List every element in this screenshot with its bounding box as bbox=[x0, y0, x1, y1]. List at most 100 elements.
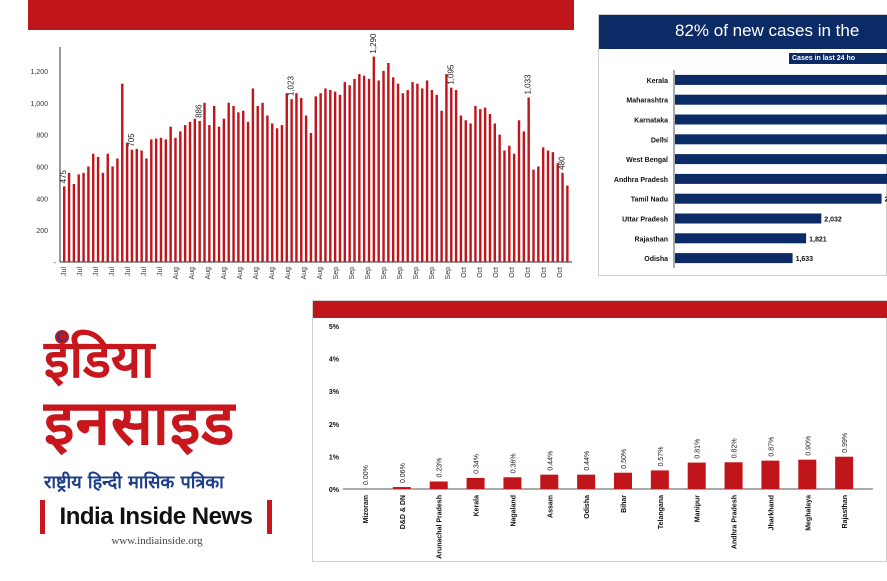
deaths-bar bbox=[222, 118, 226, 262]
deaths-bar bbox=[512, 153, 516, 262]
new-cases-bar bbox=[675, 173, 887, 184]
deaths-bar bbox=[237, 112, 240, 262]
deaths-bar bbox=[309, 133, 313, 262]
deaths-x-tick-label: Sep bbox=[445, 267, 452, 280]
deaths-bar bbox=[63, 186, 66, 262]
deaths-data-label: 1,290 bbox=[369, 33, 378, 54]
new-cases-value-label: 2,869 bbox=[885, 197, 887, 204]
deaths-bar bbox=[174, 137, 177, 262]
new-cases-category-label: Delhi bbox=[651, 137, 668, 144]
deaths-bar bbox=[82, 172, 85, 262]
india-inside-logo: इंडिया इनसाइड राष्ट्रीय हिन्दी मासिक पत्… bbox=[38, 322, 276, 552]
new-cases-category-label: Odisha bbox=[644, 256, 668, 263]
deaths-bar bbox=[353, 78, 356, 262]
deaths-bar bbox=[474, 105, 477, 262]
deaths-chart-panel: - 200 400 600 800 1,000 1,200 475 705 886 1,023 1,2… bbox=[0, 0, 590, 290]
deaths-x-tick-label: Oct bbox=[461, 267, 468, 278]
deaths-bar bbox=[87, 166, 90, 262]
deaths-bar bbox=[483, 107, 487, 263]
logo-brand-name: India Inside News bbox=[59, 503, 253, 530]
deaths-bar bbox=[411, 82, 414, 262]
deaths-bar bbox=[193, 118, 197, 262]
new-cases-category-label: Rajasthan bbox=[635, 236, 668, 243]
deaths-bar bbox=[532, 169, 535, 262]
deaths-bar bbox=[537, 166, 540, 262]
deaths-bar bbox=[372, 56, 376, 262]
deaths-bar bbox=[261, 102, 264, 263]
deaths-bar bbox=[551, 152, 555, 262]
deaths-x-tick-label: Sep bbox=[365, 267, 372, 280]
deaths-bar bbox=[111, 166, 114, 262]
deaths-x-tick-label: Oct bbox=[525, 267, 532, 278]
deaths-bar bbox=[367, 78, 371, 262]
fatality-bar bbox=[724, 462, 743, 489]
fatality-category-label: Odisha bbox=[584, 495, 591, 519]
deaths-bar bbox=[183, 125, 187, 262]
deaths-bar bbox=[280, 125, 284, 262]
new-cases-category-label: Andhra Pradesh bbox=[614, 177, 668, 184]
deaths-x-tick-label: Jul bbox=[157, 267, 164, 276]
deaths-x-tick-label: Aug bbox=[301, 267, 308, 280]
new-cases-value-label: 1,821 bbox=[809, 236, 827, 243]
deaths-x-tick-label: Jul bbox=[93, 267, 100, 276]
fatality-category-label: Mizoram bbox=[363, 495, 370, 523]
deaths-x-tick-label: Aug bbox=[237, 267, 244, 280]
deaths-bar bbox=[242, 110, 245, 262]
deaths-x-tick-label: Oct bbox=[493, 267, 500, 278]
deaths-x-tick-label: Aug bbox=[205, 267, 212, 280]
deaths-bar bbox=[227, 102, 230, 263]
new-cases-legend-label: Cases in last 24 ho bbox=[792, 55, 856, 62]
logo-url: www.indiainside.org bbox=[111, 535, 203, 547]
fatality-bar bbox=[392, 487, 411, 489]
deaths-x-tick-label: Oct bbox=[509, 267, 516, 278]
fatality-category-label: Andhra Pradesh bbox=[732, 495, 739, 549]
fatality-bar bbox=[503, 477, 522, 489]
new-cases-value-label: 1,633 bbox=[796, 256, 814, 263]
deaths-bar bbox=[459, 115, 463, 262]
deaths-bar bbox=[145, 158, 148, 262]
fatality-category-label: Manipur bbox=[695, 495, 702, 522]
fatality-bar bbox=[650, 470, 669, 489]
new-cases-bar-chart: Kerala Maharashtra Karnataka Delhi West Beng… bbox=[614, 70, 887, 268]
fatality-bar bbox=[835, 456, 854, 489]
deaths-bar bbox=[164, 139, 168, 262]
fatality-category-label: Arunachal Pradesh bbox=[437, 495, 444, 559]
deaths-bar bbox=[271, 123, 274, 262]
fatality-value-label: 0.57% bbox=[658, 447, 665, 467]
deaths-x-tick-label: Sep bbox=[349, 267, 356, 280]
fatality-value-label: 0.00% bbox=[363, 465, 370, 485]
deaths-bar bbox=[96, 156, 100, 262]
new-cases-bar bbox=[675, 154, 887, 165]
deaths-bar bbox=[198, 120, 201, 262]
deaths-data-label: 1,023 bbox=[287, 76, 296, 97]
deaths-bar bbox=[275, 128, 279, 262]
deaths-bar bbox=[106, 153, 109, 262]
deaths-bar bbox=[566, 185, 569, 262]
deaths-bar bbox=[169, 126, 172, 263]
deaths-bar bbox=[338, 94, 342, 262]
deaths-bar bbox=[445, 74, 448, 262]
logo-hindi-line2: इनसाइड bbox=[44, 386, 236, 459]
deaths-bar bbox=[469, 123, 472, 262]
deaths-x-tick-label: Aug bbox=[189, 267, 196, 280]
fatality-category-label: Rajasthan bbox=[842, 495, 849, 528]
fatality-bar bbox=[614, 472, 632, 489]
deaths-data-label: 886 bbox=[195, 104, 204, 118]
deaths-bar bbox=[450, 87, 453, 263]
deaths-x-tick-label: Jul bbox=[141, 267, 148, 276]
deaths-bar bbox=[401, 93, 405, 262]
deaths-bar bbox=[479, 109, 482, 262]
fatality-value-label: 0.81% bbox=[695, 439, 702, 459]
deaths-bar bbox=[179, 131, 182, 262]
deaths-bar bbox=[421, 88, 424, 262]
deaths-bar bbox=[377, 80, 380, 262]
new-cases-category-label: Uttar Pradesh bbox=[622, 217, 668, 224]
deaths-y-tick-label: 200 bbox=[36, 228, 48, 235]
deaths-bar bbox=[208, 125, 211, 262]
new-cases-panel: 82% of new cases in the Cases in last 24… bbox=[598, 14, 887, 276]
fatality-value-label: 0.82% bbox=[732, 438, 739, 458]
new-cases-bar bbox=[675, 193, 882, 204]
new-cases-category-label: West Bengal bbox=[626, 157, 668, 164]
deaths-data-label: 475 bbox=[59, 169, 68, 183]
deaths-bar bbox=[77, 174, 80, 262]
